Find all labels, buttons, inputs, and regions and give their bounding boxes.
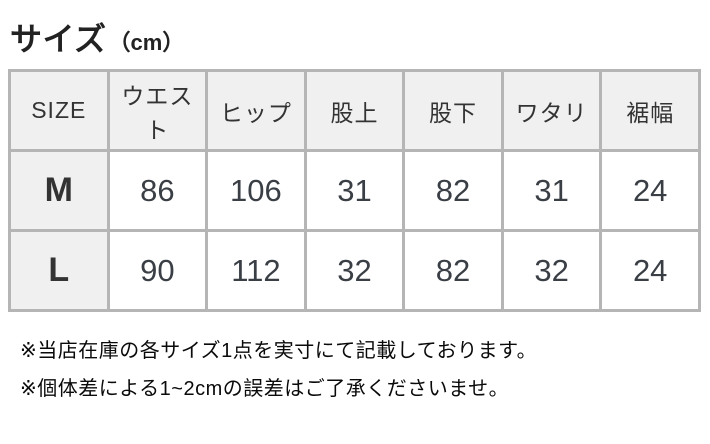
value-cell-l-waist: 90 xyxy=(106,229,209,312)
table-row-m: M 86 106 31 82 31 24 xyxy=(8,149,701,232)
page-title: サイズ （cm） xyxy=(0,0,710,60)
page-title-unit: （cm） xyxy=(108,30,185,55)
value-cell-l-rise: 32 xyxy=(303,229,406,312)
value-cell-m-inseam: 82 xyxy=(402,149,504,232)
value-cell-m-rise: 31 xyxy=(303,149,406,232)
size-cell-l: L xyxy=(8,229,110,312)
value-cell-l-inseam: 82 xyxy=(402,229,504,312)
header-cell-size: SIZE xyxy=(8,69,110,152)
footnote-measurement: ※当店在庫の各サイズ1点を実寸にて記載しております。 xyxy=(20,340,538,362)
footnotes: ※当店在庫の各サイズ1点を実寸にて記載しております。 ※個体差による1~2cmの… xyxy=(20,332,710,408)
header-cell-hip: ヒップ xyxy=(205,69,307,152)
footnote-tolerance: ※個体差による1~2cmの誤差はご了承くださいませ。 xyxy=(20,378,510,400)
value-cell-l-hip: 112 xyxy=(205,229,307,312)
page-title-main: サイズ xyxy=(10,21,107,57)
header-cell-thigh: ワタリ xyxy=(500,69,603,152)
header-cell-inseam: 股下 xyxy=(402,69,504,152)
value-cell-l-thigh: 32 xyxy=(500,229,603,312)
value-cell-m-thigh: 31 xyxy=(500,149,603,232)
value-cell-m-waist: 86 xyxy=(106,149,209,232)
header-cell-rise: 股上 xyxy=(303,69,406,152)
size-table: SIZE ウエスト ヒップ 股上 股下 ワタリ 裾幅 M 86 106 31 8… xyxy=(8,69,701,312)
header-cell-hem: 裾幅 xyxy=(599,69,701,152)
table-header-row: SIZE ウエスト ヒップ 股上 股下 ワタリ 裾幅 xyxy=(8,69,701,152)
value-cell-m-hip: 106 xyxy=(205,149,307,232)
table-row-l: L 90 112 32 82 32 24 xyxy=(8,229,701,312)
value-cell-l-hem: 24 xyxy=(599,229,701,312)
header-cell-waist: ウエスト xyxy=(106,69,209,152)
value-cell-m-hem: 24 xyxy=(599,149,701,232)
size-cell-m: M xyxy=(8,149,110,232)
